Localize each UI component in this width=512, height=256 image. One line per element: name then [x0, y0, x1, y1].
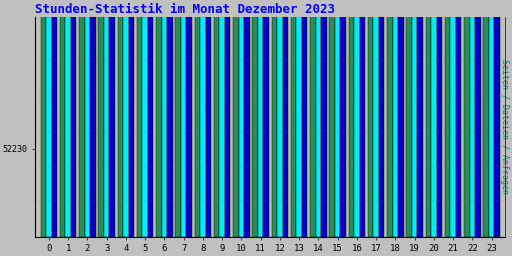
Bar [272, 0, 277, 237]
Bar [321, 0, 327, 237]
Bar [456, 0, 461, 237]
Bar [431, 0, 437, 237]
Bar [52, 0, 57, 237]
Bar [412, 0, 417, 237]
Text: Stunden-Statistik im Monat Dezember 2023: Stunden-Statistik im Monat Dezember 2023 [35, 3, 335, 16]
Bar [225, 0, 230, 237]
Bar [181, 0, 186, 237]
Bar [445, 0, 451, 237]
Bar [239, 0, 244, 237]
Bar [349, 0, 354, 237]
Bar [368, 0, 373, 237]
Bar [425, 0, 431, 237]
Bar [340, 0, 346, 237]
Bar [393, 0, 398, 237]
Bar [379, 0, 385, 237]
Bar [407, 0, 412, 237]
Bar [84, 0, 90, 237]
Bar [437, 0, 442, 237]
Bar [296, 0, 302, 237]
Bar [310, 0, 315, 237]
Bar [148, 0, 153, 237]
Bar [195, 0, 200, 237]
Bar [142, 0, 148, 237]
Bar [60, 0, 66, 237]
Bar [186, 0, 192, 237]
Bar [200, 0, 206, 237]
Bar [90, 0, 96, 237]
Bar [162, 0, 167, 237]
Bar [110, 0, 115, 237]
Bar [118, 0, 123, 237]
Bar [315, 0, 321, 237]
Bar [283, 0, 288, 237]
Bar [359, 0, 365, 237]
Bar [41, 0, 46, 237]
Y-axis label: Seiten / Dateien / Anfragen: Seiten / Dateien / Anfragen [500, 59, 509, 194]
Bar [98, 0, 104, 237]
Bar [483, 0, 489, 237]
Bar [137, 0, 142, 237]
Bar [244, 0, 249, 237]
Bar [291, 0, 296, 237]
Bar [167, 0, 173, 237]
Bar [156, 0, 162, 237]
Bar [475, 0, 481, 237]
Bar [66, 0, 71, 237]
Bar [258, 0, 263, 237]
Bar [206, 0, 211, 237]
Bar [494, 0, 500, 237]
Bar [277, 0, 283, 237]
Bar [219, 0, 225, 237]
Bar [79, 0, 84, 237]
Bar [387, 0, 393, 237]
Bar [252, 0, 258, 237]
Bar [464, 0, 470, 237]
Bar [329, 0, 335, 237]
Bar [489, 0, 494, 237]
Bar [417, 0, 423, 237]
Bar [233, 0, 239, 237]
Bar [451, 0, 456, 237]
Bar [71, 0, 76, 237]
Bar [46, 0, 52, 237]
Bar [104, 0, 110, 237]
Bar [354, 0, 359, 237]
Bar [176, 0, 181, 237]
Bar [302, 0, 307, 237]
Bar [398, 0, 403, 237]
Bar [129, 0, 134, 237]
Bar [470, 0, 475, 237]
Bar [373, 0, 379, 237]
Bar [263, 0, 269, 237]
Bar [335, 0, 340, 237]
Bar [214, 0, 219, 237]
Bar [123, 0, 129, 237]
